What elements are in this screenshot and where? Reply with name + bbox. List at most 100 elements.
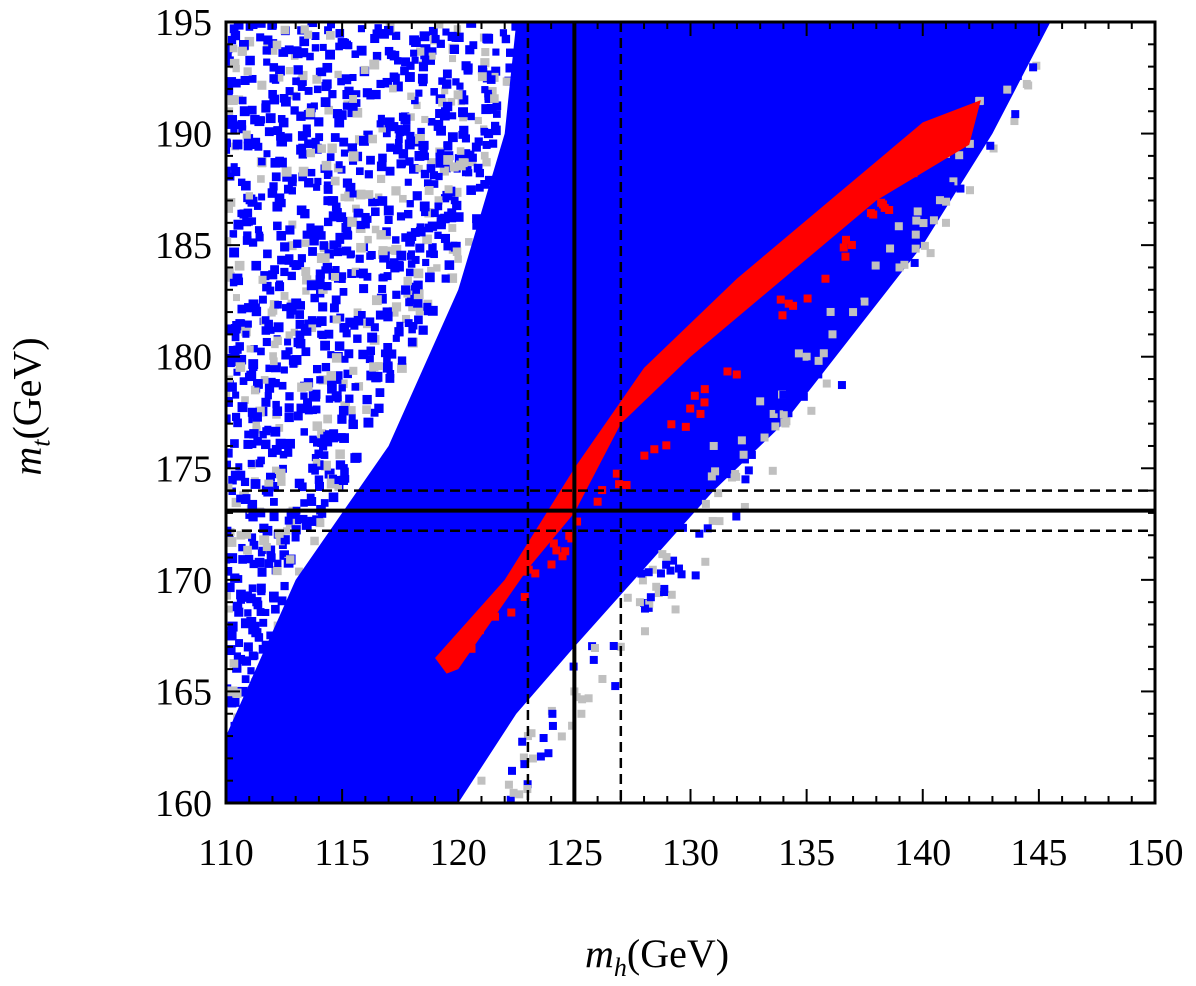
y-tick-label: 160 xyxy=(155,783,212,825)
blue-point xyxy=(440,107,450,117)
gray-point xyxy=(257,175,265,183)
blue-point xyxy=(248,625,258,635)
blue-point xyxy=(247,499,258,510)
red-point xyxy=(879,200,888,209)
blue-point xyxy=(286,310,295,319)
edge-point xyxy=(912,192,921,201)
blue-point xyxy=(241,675,250,684)
blue-point xyxy=(264,383,275,393)
blue-point xyxy=(370,323,379,332)
edge-point xyxy=(523,785,532,794)
blue-point xyxy=(383,205,394,216)
edge-point xyxy=(695,529,704,538)
edge-point xyxy=(527,729,536,738)
blue-point xyxy=(339,137,349,147)
x-tick-label: 150 xyxy=(1127,832,1184,874)
gray-point xyxy=(474,116,482,125)
blue-point xyxy=(345,86,354,95)
blue-point xyxy=(481,104,492,115)
gray-point xyxy=(271,340,279,349)
blue-point xyxy=(258,193,266,201)
blue-point xyxy=(341,222,352,233)
red-point xyxy=(491,612,500,621)
x-tick-label: 145 xyxy=(1010,832,1067,874)
gray-point xyxy=(264,479,274,489)
blue-point xyxy=(285,438,295,449)
y-tick-label: 175 xyxy=(155,448,212,490)
blue-point xyxy=(376,120,384,128)
edge-point xyxy=(732,472,741,481)
x-tick-label: 135 xyxy=(778,832,835,874)
edge-point xyxy=(518,737,527,746)
gray-point xyxy=(447,97,456,106)
gray-point xyxy=(376,230,386,240)
blue-point xyxy=(332,208,342,218)
blue-point xyxy=(319,43,327,51)
gray-point xyxy=(320,253,330,263)
red-point xyxy=(909,156,918,165)
blue-point xyxy=(249,303,259,313)
blue-point xyxy=(401,57,411,67)
blue-point xyxy=(491,66,501,76)
blue-point xyxy=(345,182,356,193)
gray-point xyxy=(433,264,441,272)
gray-point xyxy=(334,483,342,491)
gray-point xyxy=(356,242,366,253)
blue-point xyxy=(254,633,264,642)
red-point xyxy=(681,422,690,431)
blue-point xyxy=(347,109,355,118)
edge-point xyxy=(539,734,548,743)
blue-point xyxy=(376,161,387,172)
blue-point xyxy=(484,94,493,103)
blue-point xyxy=(383,25,394,36)
edge-point xyxy=(544,749,553,758)
blue-point xyxy=(293,65,303,75)
gray-point xyxy=(352,204,360,213)
edge-point xyxy=(640,598,649,607)
blue-point xyxy=(355,254,364,263)
edge-point xyxy=(1013,71,1022,80)
blue-point xyxy=(473,163,483,173)
blue-point xyxy=(468,153,477,162)
blue-point xyxy=(275,438,286,449)
gray-point xyxy=(226,537,237,547)
edge-point xyxy=(769,409,778,418)
blue-point xyxy=(272,406,283,416)
blue-point xyxy=(480,127,489,136)
edge-point xyxy=(598,674,607,683)
blue-point xyxy=(263,35,273,45)
blue-point xyxy=(249,540,259,550)
blue-point xyxy=(249,429,259,439)
edge-point xyxy=(779,390,788,399)
blue-point xyxy=(483,128,494,139)
blue-point xyxy=(261,439,271,450)
blue-point xyxy=(298,143,307,152)
blue-point xyxy=(466,185,476,195)
blue-point xyxy=(469,41,478,50)
blue-point xyxy=(363,417,374,428)
blue-point xyxy=(240,618,251,629)
red-point xyxy=(495,596,504,605)
red-point xyxy=(475,626,484,635)
blue-point xyxy=(321,362,331,372)
edge-point xyxy=(515,790,524,799)
blue-point xyxy=(398,149,409,159)
blue-point xyxy=(292,92,301,101)
gray-point xyxy=(310,536,319,546)
red-point xyxy=(821,274,830,283)
gray-point xyxy=(401,314,411,324)
blue-point xyxy=(265,472,275,482)
blue-point xyxy=(420,44,431,55)
blue-point xyxy=(389,50,400,61)
blue-point xyxy=(340,464,348,472)
gray-point xyxy=(317,429,327,439)
gray-point xyxy=(481,48,490,57)
blue-point xyxy=(337,77,345,86)
gray-point xyxy=(338,379,348,389)
edge-point xyxy=(662,560,671,569)
blue-point xyxy=(472,214,481,224)
edge-point xyxy=(548,709,557,718)
blue-point xyxy=(263,486,274,497)
edge-point xyxy=(677,570,686,579)
